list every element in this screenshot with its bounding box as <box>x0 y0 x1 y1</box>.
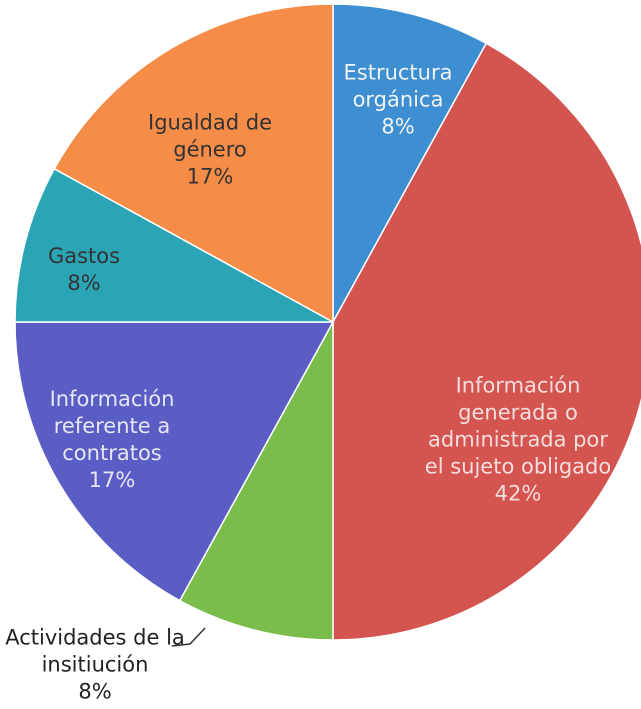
slice-label: Información referente a contratos 17% <box>17 386 207 494</box>
slice-label: Igualdad de género 17% <box>125 110 295 191</box>
slice-label: Actividades de la insitiución 8% <box>0 625 190 706</box>
pie-slice <box>332 3 488 323</box>
category-label: Información generada o administrada por … <box>424 373 612 479</box>
value-label: 42% <box>494 481 542 506</box>
pie-slice <box>178 321 334 641</box>
value-label: 8% <box>78 679 112 704</box>
category-label: Actividades de la insitiución <box>5 625 185 677</box>
pie-slice <box>53 3 334 324</box>
pie-slice <box>14 167 334 323</box>
category-label: Igualdad de género <box>148 110 272 162</box>
slice-label: Gastos 8% <box>24 243 144 297</box>
leader-line <box>171 627 206 647</box>
category-label: Información referente a contratos <box>49 387 175 465</box>
value-label: 8% <box>67 271 101 295</box>
category-label: Estructura orgánica <box>343 60 453 112</box>
pie-slice <box>14 321 335 602</box>
value-label: 8% <box>381 114 415 139</box>
slice-label: Información generada o administrada por … <box>423 373 613 508</box>
value-label: 17% <box>88 468 136 492</box>
slice-label: Estructura orgánica 8% <box>323 60 473 141</box>
value-label: 17% <box>186 164 234 189</box>
category-label: Gastos <box>47 244 121 268</box>
